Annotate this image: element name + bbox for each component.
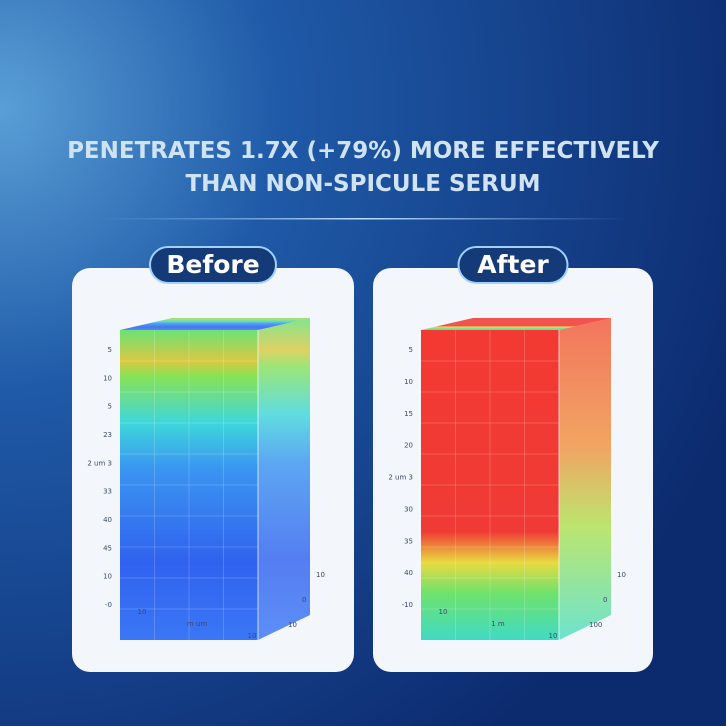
axis-tick: 10 (439, 608, 448, 616)
axis-tick: 5 (409, 346, 413, 354)
axis-tick: 0 (603, 596, 607, 604)
axis-tick: -10 (402, 601, 413, 609)
axis-tick: 10 (316, 571, 325, 579)
axis-tick: 10 (138, 608, 147, 616)
axis-tick: 10 (248, 632, 257, 640)
panel-label: Before (166, 250, 259, 279)
headline: PENETRATES 1.7X (+79%) MORE EFFECTIVELY (67, 138, 659, 164)
axis-tick: 10 (103, 374, 112, 382)
axis-tick: 10 (103, 573, 112, 581)
headline: THAN NON-SPICULE SERUM (185, 171, 540, 197)
axis-tick: 40 (103, 516, 112, 524)
axis-tick: 10 (288, 621, 297, 629)
cube-top (120, 318, 310, 330)
axis-tick: 10 (617, 571, 626, 579)
cube-side (559, 318, 611, 640)
panel-label: After (477, 250, 549, 279)
axis-tick: 30 (404, 505, 413, 513)
cube-front (421, 330, 559, 640)
label-pill (457, 246, 569, 284)
axis-tick: 35 (404, 537, 413, 545)
axis-tick: 0 (302, 596, 306, 604)
axis-tick: 10 (404, 378, 413, 386)
cube-side (258, 318, 310, 640)
panel: Before 5 10 5 23 2 um 3 33 40 45 10 -0 10 m um 10 10 0 1… (72, 246, 354, 672)
axis-tick: 20 (404, 442, 413, 450)
cube-top (421, 318, 611, 330)
axis-tick: -0 (105, 601, 112, 609)
axis-tick: 2 um 3 (388, 474, 413, 482)
label-pill (149, 246, 277, 284)
axis-tick: 40 (404, 569, 413, 577)
axis-tick: 45 (103, 544, 112, 552)
axis-tick: 2 um 3 (87, 459, 112, 467)
axis-tick: 5 (108, 403, 112, 411)
axis-tick: 33 (103, 488, 112, 496)
divider (100, 218, 626, 220)
axis-tick: 10 (549, 632, 558, 640)
axis-tick: 100 (589, 621, 602, 629)
axis-tick: m um (187, 620, 207, 628)
axis-tick: 15 (404, 410, 413, 418)
cube-front (120, 330, 258, 640)
axis-tick: 23 (103, 431, 112, 439)
axis-tick: 1 m (491, 620, 505, 628)
axis-tick: 5 (108, 346, 112, 354)
